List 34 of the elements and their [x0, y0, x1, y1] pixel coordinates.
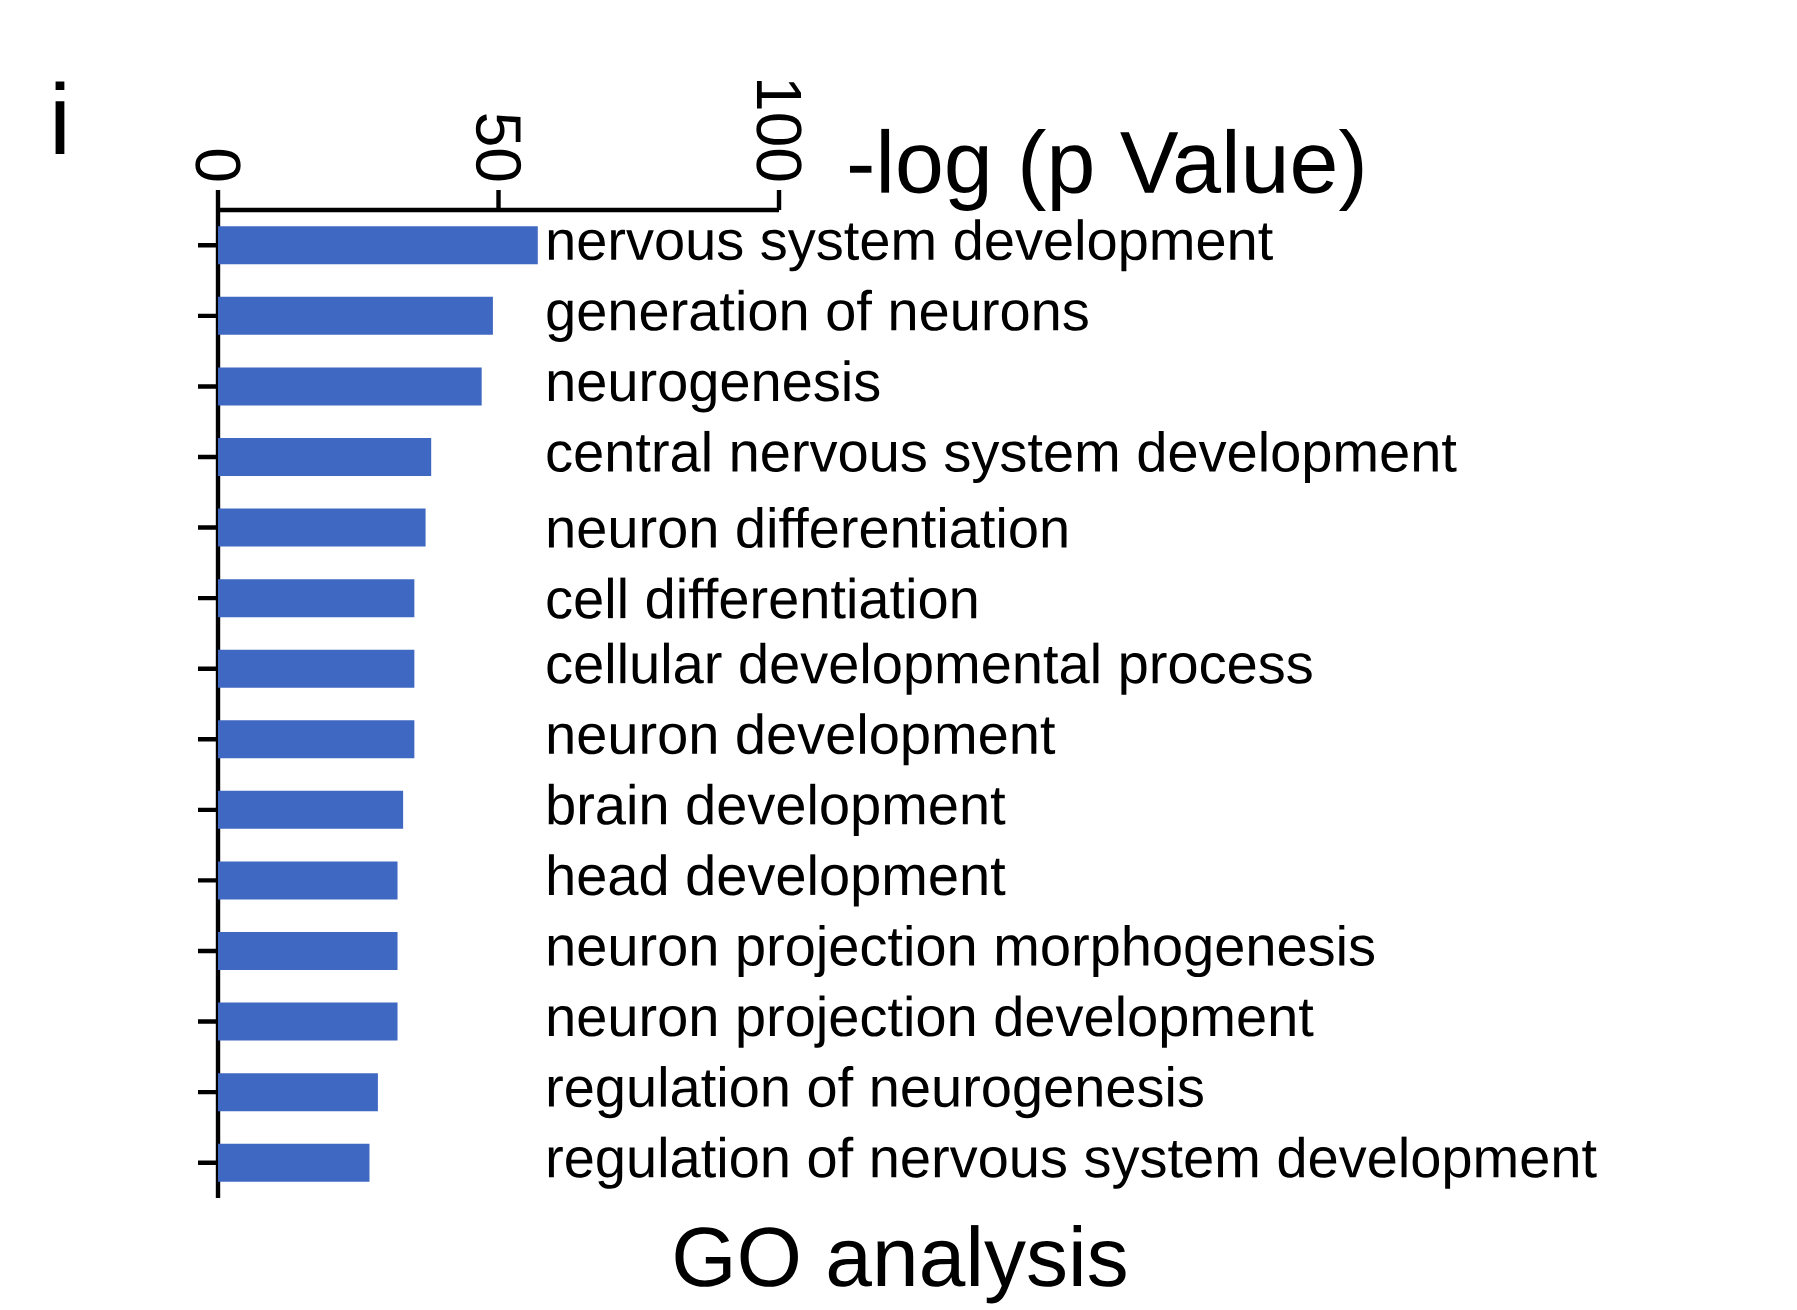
- x-axis-title: -log (p Value): [850, 128, 1363, 211]
- bar: [218, 932, 398, 970]
- x-tick-label: 100: [756, 81, 802, 181]
- text: GO analysis: [675, 1225, 1126, 1304]
- y-tick-label: cellular developmental process: [547, 642, 1312, 695]
- bar: [218, 296, 493, 335]
- y-tick-label: brain development: [548, 783, 1006, 836]
- bar: [218, 861, 398, 900]
- bar: [218, 1002, 398, 1041]
- y-tick-label: cell differentiation: [547, 577, 977, 619]
- y-tick-label: nervous system development: [548, 219, 1273, 272]
- bar: [218, 226, 538, 265]
- y-tick-label: neuron differentiation: [548, 507, 1067, 549]
- bar: [218, 508, 426, 547]
- y-tick-label: generation of neurons: [547, 289, 1088, 342]
- bar: [218, 579, 415, 618]
- bar: [218, 720, 415, 759]
- y-tick-label: neuron projection morphogenesis: [548, 924, 1375, 978]
- bar: [218, 1073, 378, 1112]
- x-tick-label: 0: [195, 149, 241, 181]
- bar: [218, 649, 415, 688]
- bar: [218, 790, 404, 829]
- y-tick-label: central nervous system development: [547, 430, 1457, 484]
- bar: [218, 1143, 370, 1182]
- x-tick-label: 50: [475, 114, 522, 181]
- y-tick-label: head development: [548, 854, 1006, 907]
- y-tick-label: neuron projection development: [548, 995, 1314, 1048]
- y-tick-label: neurogenesis: [548, 360, 880, 413]
- y-tick-label: neuron development: [548, 713, 1056, 766]
- bar: [218, 437, 432, 476]
- y-tick-label: regulation of neurogenesis: [548, 1066, 1203, 1119]
- y-tick-label: regulation of nervous system development: [548, 1136, 1597, 1189]
- bar: [218, 367, 482, 406]
- text: i: [55, 81, 65, 154]
